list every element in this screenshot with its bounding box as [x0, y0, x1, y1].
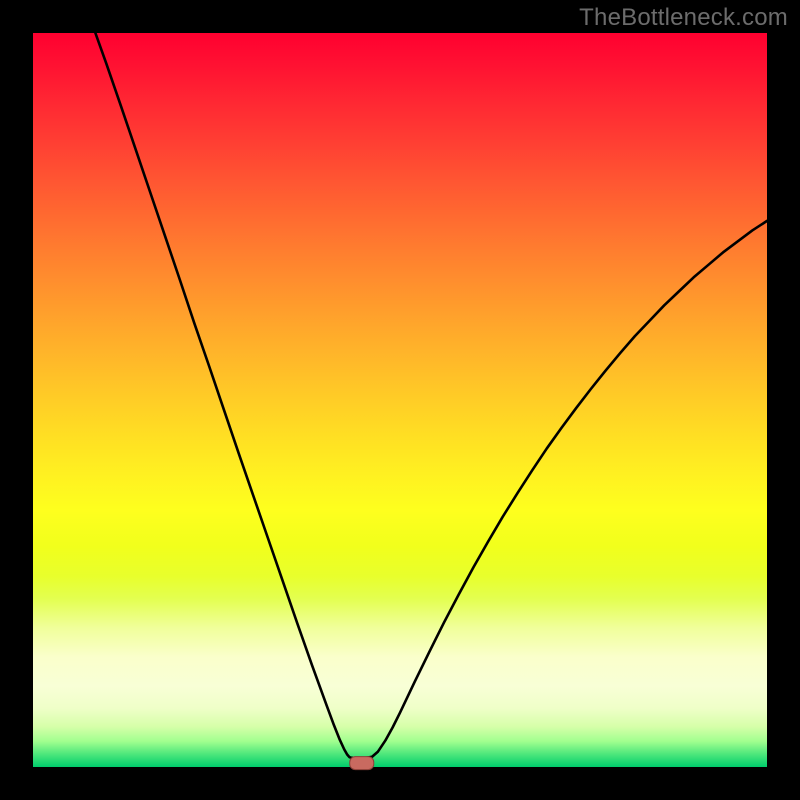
watermark-text: TheBottleneck.com: [579, 4, 788, 32]
optimal-point-marker: [349, 756, 374, 770]
bottleneck-curve: [33, 33, 767, 767]
plot-area: [33, 33, 767, 767]
chart-frame: TheBottleneck.com: [0, 0, 800, 800]
